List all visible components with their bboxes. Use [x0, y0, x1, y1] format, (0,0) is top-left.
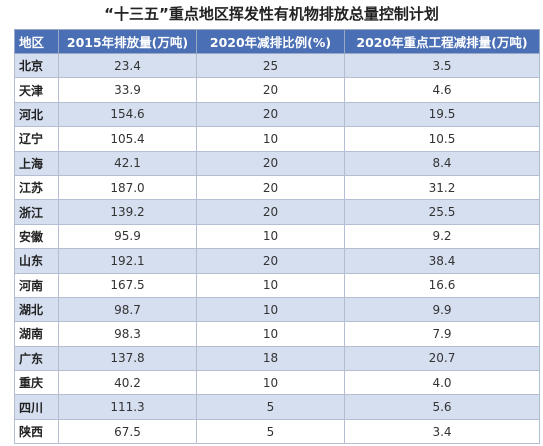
region-cell: 山东 [14, 248, 59, 274]
emission-2015-cell: 187.0 [58, 174, 197, 201]
emission-2015-cell: 33.9 [58, 77, 197, 103]
emission-2015-cell: 137.8 [58, 345, 197, 372]
reduction-ratio-cell: 20 [196, 199, 345, 225]
reduction-ratio-cell: 20 [196, 77, 345, 103]
project-reduction-cell: 7.9 [344, 321, 540, 347]
emission-2015-cell: 95.9 [58, 223, 197, 250]
table-row: 浙江 139.2 20 25.5 [14, 199, 540, 225]
table-row: 河南 167.5 10 16.6 [14, 272, 540, 298]
table-row: 湖北 98.7 10 9.9 [14, 296, 540, 323]
reduction-ratio-cell: 10 [196, 272, 345, 298]
region-cell: 重庆 [14, 370, 59, 396]
table-header-row: 地区 2015年排放量(万吨) 2020年减排比例(%) 2020年重点工程减排… [14, 29, 540, 54]
page-title: “十三五”重点地区挥发性有机物排放总量控制计划 [104, 5, 439, 23]
reduction-ratio-cell: 20 [196, 150, 345, 176]
project-reduction-cell: 25.5 [344, 199, 540, 225]
header-reduction-ratio-2020: 2020年减排比例(%) [196, 29, 345, 54]
region-cell: 江苏 [14, 174, 59, 201]
reduction-ratio-cell: 20 [196, 101, 345, 128]
region-cell: 辽宁 [14, 126, 59, 152]
emission-2015-cell: 40.2 [58, 370, 197, 396]
project-reduction-cell: 3.5 [344, 52, 540, 79]
table-row: 北京 23.4 25 3.5 [14, 52, 540, 79]
project-reduction-cell: 9.9 [344, 296, 540, 323]
project-reduction-cell: 4.6 [344, 77, 540, 103]
region-cell: 河南 [14, 272, 59, 298]
region-cell: 四川 [14, 394, 59, 420]
header-emission-2015: 2015年排放量(万吨) [58, 29, 197, 54]
reduction-ratio-cell: 20 [196, 248, 345, 274]
header-region: 地区 [14, 29, 59, 54]
header-project-reduction-2020: 2020年重点工程减排量(万吨) [344, 29, 540, 54]
region-cell: 广东 [14, 345, 59, 372]
table-row: 天津 33.9 20 4.6 [14, 77, 540, 103]
reduction-ratio-cell: 25 [196, 52, 345, 79]
emission-2015-cell: 98.3 [58, 321, 197, 347]
table-row: 江苏 187.0 20 31.2 [14, 174, 540, 201]
project-reduction-cell: 10.5 [344, 126, 540, 152]
table-row: 上海 42.1 20 8.4 [14, 150, 540, 176]
emission-2015-cell: 139.2 [58, 199, 197, 225]
project-reduction-cell: 3.4 [344, 418, 540, 445]
reduction-ratio-cell: 5 [196, 418, 345, 445]
reduction-ratio-cell: 10 [196, 126, 345, 152]
region-cell: 湖南 [14, 321, 59, 347]
project-reduction-cell: 16.6 [344, 272, 540, 298]
reduction-ratio-cell: 10 [196, 223, 345, 250]
emission-2015-cell: 98.7 [58, 296, 197, 323]
project-reduction-cell: 19.5 [344, 101, 540, 128]
reduction-ratio-cell: 10 [196, 321, 345, 347]
region-cell: 北京 [14, 52, 59, 79]
emission-table: 地区 2015年排放量(万吨) 2020年减排比例(%) 2020年重点工程减排… [14, 29, 540, 445]
region-cell: 浙江 [14, 199, 59, 225]
table-row: 河北 154.6 20 19.5 [14, 101, 540, 128]
table-row: 广东 137.8 18 20.7 [14, 345, 540, 372]
reduction-ratio-cell: 18 [196, 345, 345, 372]
reduction-ratio-cell: 10 [196, 296, 345, 323]
region-cell: 陕西 [14, 418, 59, 445]
project-reduction-cell: 5.6 [344, 394, 540, 420]
emission-2015-cell: 154.6 [58, 101, 197, 128]
emission-2015-cell: 42.1 [58, 150, 197, 176]
emission-2015-cell: 192.1 [58, 248, 197, 274]
emission-2015-cell: 23.4 [58, 52, 197, 79]
table-row: 四川 111.3 5 5.6 [14, 394, 540, 420]
region-cell: 湖北 [14, 296, 59, 323]
table-row: 重庆 40.2 10 4.0 [14, 370, 540, 396]
table-row: 陕西 67.5 5 3.4 [14, 418, 540, 445]
table-body: 北京 23.4 25 3.5 天津 33.9 20 4.6 河北 154.6 20 19.5 辽宁 105… [14, 52, 540, 445]
region-cell: 安徽 [14, 223, 59, 250]
reduction-ratio-cell: 5 [196, 394, 345, 420]
region-cell: 河北 [14, 101, 59, 128]
reduction-ratio-cell: 10 [196, 370, 345, 396]
project-reduction-cell: 4.0 [344, 370, 540, 396]
project-reduction-cell: 8.4 [344, 150, 540, 176]
project-reduction-cell: 20.7 [344, 345, 540, 372]
region-cell: 上海 [14, 150, 59, 176]
emission-2015-cell: 105.4 [58, 126, 197, 152]
emission-2015-cell: 111.3 [58, 394, 197, 420]
emission-2015-cell: 67.5 [58, 418, 197, 445]
project-reduction-cell: 38.4 [344, 248, 540, 274]
region-cell: 天津 [14, 77, 59, 103]
table-row: 安徽 95.9 10 9.2 [14, 223, 540, 250]
project-reduction-cell: 9.2 [344, 223, 540, 250]
table-row: 山东 192.1 20 38.4 [14, 248, 540, 274]
reduction-ratio-cell: 20 [196, 174, 345, 201]
table-row: 湖南 98.3 10 7.9 [14, 321, 540, 347]
emission-2015-cell: 167.5 [58, 272, 197, 298]
project-reduction-cell: 31.2 [344, 174, 540, 201]
table-row: 辽宁 105.4 10 10.5 [14, 126, 540, 152]
